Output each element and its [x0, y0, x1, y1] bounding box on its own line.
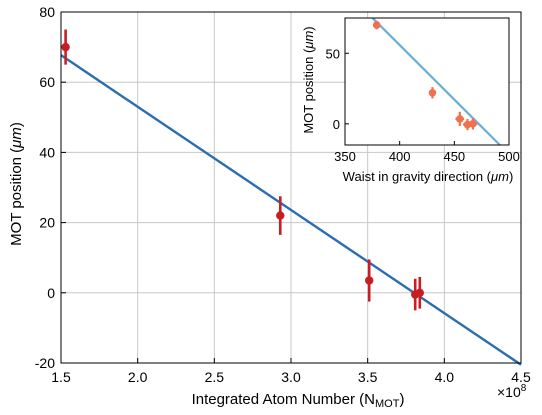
inset-data-point: [428, 88, 437, 97]
main-x-tick-label: 1.5: [51, 369, 71, 385]
main-x-tick-label: 3.0: [281, 369, 301, 385]
main-data-point: [415, 288, 424, 297]
inset-ticks: 350 400 450 500 0 50: [326, 46, 520, 164]
inset-x-tick-label: 450: [443, 149, 465, 164]
main-y-tick-label: -20: [35, 355, 55, 371]
inset-fit-line: [371, 17, 501, 146]
main-y-tick-label: 80: [39, 4, 55, 20]
inset-x-tick-label: 500: [498, 149, 520, 164]
main-x-axis-label: Integrated Atom Number (NMOT): [192, 391, 405, 410]
x-axis-multiplier: ×108: [497, 383, 527, 400]
main-y-tick-label: 0: [47, 285, 55, 301]
main-y-tick-label: 20: [39, 215, 55, 231]
main-data-point: [276, 211, 285, 220]
inset-data-point: [372, 21, 381, 29]
main-x-tick-label: 2.5: [205, 369, 225, 385]
inset-x-tick-label: 400: [389, 149, 411, 164]
main-y-tick-label: 60: [39, 74, 55, 90]
main-data-points: [61, 29, 424, 311]
main-x-tick-label: 4.0: [435, 369, 455, 385]
main-x-tick-label: 4.5: [511, 369, 531, 385]
inset-data-point: [456, 115, 464, 123]
inset-y-tick-label: 0: [333, 117, 340, 132]
inset-data-points: [372, 20, 478, 131]
main-data-point: [61, 42, 70, 52]
inset-plot-frame: [344, 17, 510, 146]
main-plot-frame: [60, 11, 522, 364]
main-fit-line: [60, 54, 522, 366]
main-y-tick-label: 40: [39, 144, 55, 160]
main-x-tick-label: 3.5: [358, 369, 378, 385]
main-y-axis-label: MOT position (μm): [8, 122, 25, 246]
inset-y-axis-label: MOT position (μm): [301, 26, 316, 133]
inset-data-point: [469, 120, 477, 128]
inset-x-axis-label: Waist in gravity direction (μm): [343, 169, 514, 184]
inset-y-tick-label: 50: [326, 46, 340, 61]
main-data-point: [365, 276, 374, 285]
main-ticks: 1.5 2.0 2.5 3.0 3.5 4.0 4.5 -20 0 20 40 60 80: [35, 4, 531, 385]
inset-background: [345, 18, 509, 145]
inset-x-tick-label: 350: [334, 149, 356, 164]
main-x-tick-label: 2.0: [128, 369, 148, 385]
